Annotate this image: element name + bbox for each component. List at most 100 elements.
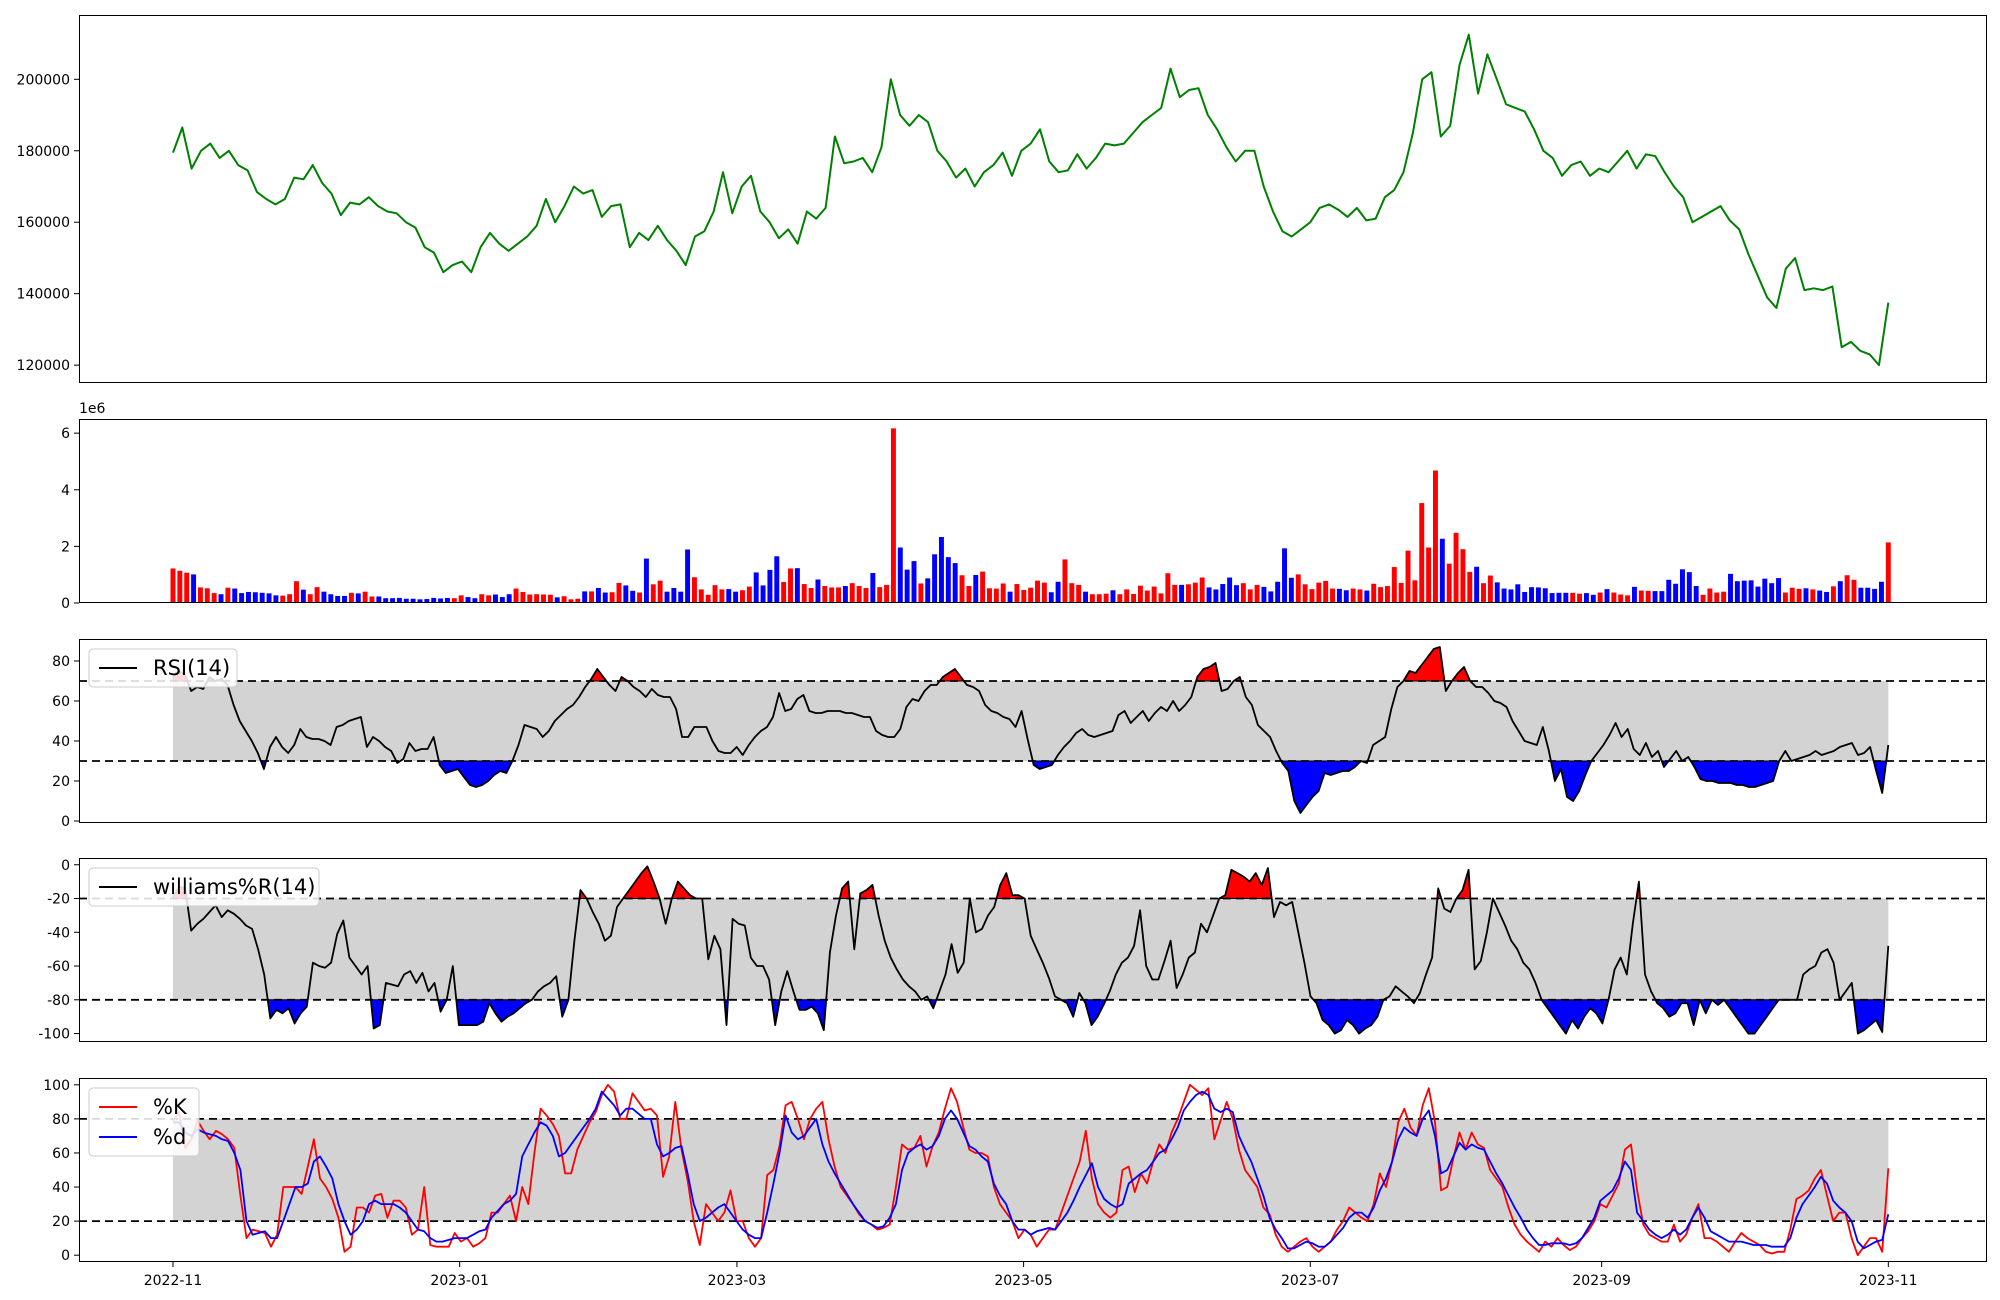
volume-bar [1817, 590, 1823, 603]
volume-bar [1206, 587, 1212, 603]
volume-bar [973, 574, 979, 603]
volume-bar [657, 580, 663, 603]
volume-bar [1618, 594, 1624, 603]
volume-bar [1453, 532, 1459, 603]
volume-bar [863, 587, 869, 603]
volume-bar [952, 563, 958, 603]
volume-bar [925, 578, 931, 603]
volume-bar [493, 594, 498, 603]
volume-bar [1048, 592, 1054, 603]
volume-bar [822, 586, 828, 603]
volume-bar [897, 547, 903, 603]
stochastic-legend-label: %K [153, 1095, 188, 1119]
volume-bar [890, 428, 896, 603]
volume-bar [870, 572, 876, 603]
x-tick-label: 2023-05 [994, 1273, 1053, 1289]
rsi-series-line-a [172, 646, 1890, 814]
volume-bar [760, 585, 766, 603]
price-ytick-label: 180000 [17, 144, 70, 160]
volume-bar [685, 549, 691, 603]
volume-bar [740, 590, 745, 603]
rsi-ytick-label: 0 [61, 814, 70, 830]
rsi-panel: 0 20 40 60 80 RSI(14) [52, 639, 1987, 830]
volume-bar [650, 584, 656, 603]
volume-ytick-label: 0 [61, 596, 70, 612]
williams-oversold-fill [1312, 999, 1385, 1035]
volume-bar [609, 592, 615, 603]
volume-bar [1748, 580, 1754, 603]
volume-bar [245, 591, 251, 603]
volume-bar [1336, 588, 1342, 603]
volume-bar [691, 577, 697, 603]
volume-bar [733, 591, 739, 603]
volume-bar [1316, 582, 1322, 603]
price-panel: 120000 140000 160000 180000 200000 [17, 15, 1987, 383]
volume-bar [1570, 592, 1576, 603]
williams-ytick-label: -40 [47, 925, 70, 941]
volume-bar [184, 572, 190, 603]
volume-bar [369, 596, 375, 603]
volume-bar [788, 568, 793, 603]
volume-bar [1611, 592, 1617, 603]
stochastic-legend-box [88, 1087, 200, 1157]
x-axis: 2022-11 2023-01 2023-03 2023-05 2023-07 2023-… [144, 1262, 1918, 1289]
stochastic-series-line-b [173, 1090, 1890, 1250]
volume-bar [1185, 584, 1191, 603]
rsi-overbought-fill [1402, 646, 1446, 682]
volume-bar [239, 593, 245, 603]
volume-bar [719, 589, 725, 603]
volume-bar [506, 594, 512, 603]
volume-bar [541, 594, 546, 603]
volume-bar [1103, 593, 1109, 603]
volume-bar [1762, 578, 1768, 603]
volume-bar [1872, 588, 1878, 603]
volume-bar [499, 597, 505, 603]
volume-bar [1117, 594, 1123, 603]
volume-bar [1199, 577, 1205, 603]
volume-bar [534, 594, 540, 603]
volume-offset-label: 1e6 [79, 401, 106, 417]
volume-bar [362, 591, 368, 603]
volume-bar [643, 558, 649, 603]
volume-bar [1220, 584, 1226, 603]
volume-bar [1021, 589, 1027, 603]
volume-bar [1151, 586, 1157, 603]
volume-bar [1364, 590, 1370, 603]
volume-bar [417, 599, 423, 603]
volume-bar [849, 583, 855, 603]
x-tick-label: 2023-07 [1281, 1273, 1340, 1289]
rsi-legend-label: RSI(14) [153, 656, 230, 680]
volume-bar [582, 591, 588, 603]
volume-ytick-label: 4 [61, 483, 70, 499]
volume-bar [1734, 581, 1740, 603]
volume-bar [431, 597, 437, 603]
stochastic-ytick-label: 80 [52, 1112, 70, 1128]
volume-bar [1803, 588, 1809, 603]
volume-bar [211, 593, 217, 603]
volume-bar [1631, 586, 1637, 603]
volume-bar [1652, 591, 1658, 603]
volume-bar [177, 570, 183, 603]
x-tick-label: 2023-01 [430, 1273, 489, 1289]
volume-bar [1446, 563, 1452, 603]
volume-bar [623, 585, 629, 603]
volume-bar [479, 594, 485, 603]
volume-bar [904, 569, 910, 603]
volume-bar [698, 589, 704, 603]
volume-bar [328, 594, 334, 603]
volume-bar [259, 592, 265, 603]
volume-bar [1035, 580, 1040, 603]
williams-series-line-a [172, 865, 1890, 1035]
volume-bar [746, 586, 752, 603]
volume-bar [1755, 586, 1761, 603]
volume-bar [1714, 592, 1720, 603]
volume-bar [1878, 581, 1884, 603]
volume-bar [1137, 585, 1143, 603]
volume-bar [1810, 589, 1816, 603]
volume-bar [1055, 581, 1061, 603]
volume-bar [410, 598, 416, 603]
williams-ytick-label: 0 [61, 858, 70, 874]
volume-bar [856, 586, 862, 603]
volume-bar [1700, 594, 1706, 603]
volume-bar [513, 588, 519, 603]
